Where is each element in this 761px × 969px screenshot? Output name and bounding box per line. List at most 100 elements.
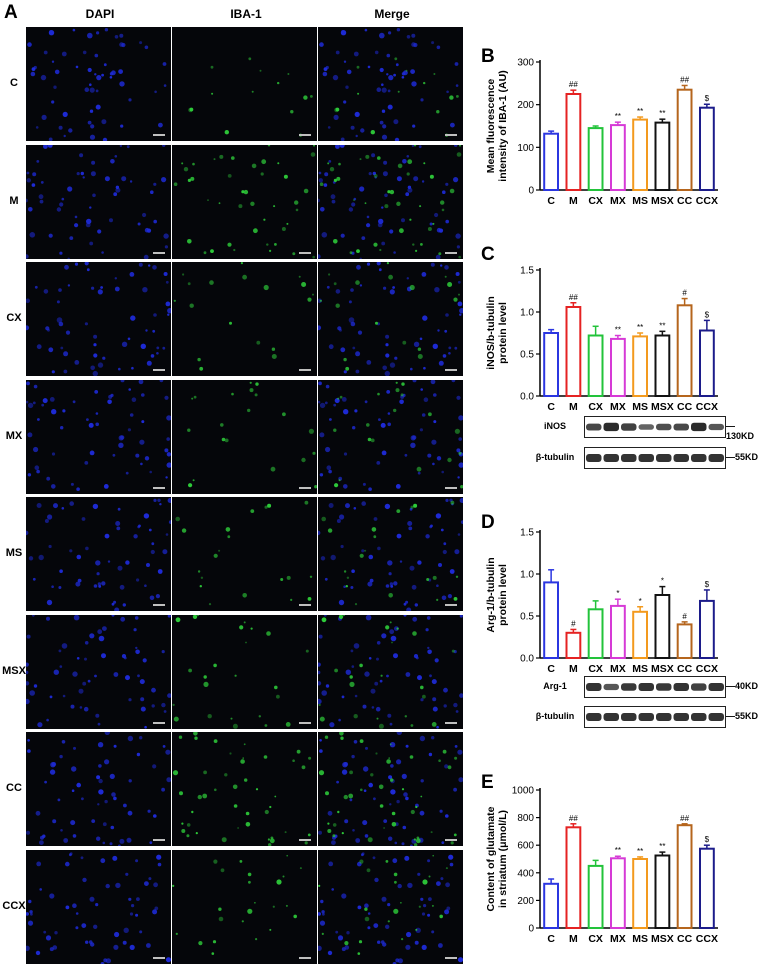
scale-bar bbox=[153, 956, 165, 959]
blot-band bbox=[656, 423, 672, 431]
scale-bar bbox=[299, 956, 311, 959]
x-tick-label: MX bbox=[610, 195, 626, 207]
blot-band bbox=[586, 423, 602, 431]
significance-mark: ** bbox=[637, 107, 643, 116]
micrograph-grid: C M CX MX MS MSX CC CCX bbox=[2, 27, 463, 964]
scale-bar bbox=[299, 839, 311, 841]
y-tick-label: 1.5 bbox=[520, 266, 534, 277]
significance-mark: ## bbox=[569, 293, 578, 302]
y-tick-label: 1.0 bbox=[520, 308, 534, 319]
blot-label: iNOS bbox=[543, 421, 566, 431]
bar-ms bbox=[632, 118, 648, 191]
significance-mark: ** bbox=[637, 847, 643, 856]
micrograph-iba1-ccx bbox=[172, 849, 317, 964]
blot-band bbox=[638, 713, 654, 721]
significance-mark: ** bbox=[659, 109, 665, 118]
blot-band bbox=[691, 713, 707, 721]
blot-band bbox=[691, 454, 707, 462]
y-tick-label: 800 bbox=[517, 813, 534, 824]
scale-bar bbox=[299, 486, 311, 489]
y-tick-label: 0 bbox=[528, 924, 534, 935]
scale-bar bbox=[153, 134, 165, 136]
blot-band bbox=[586, 683, 602, 691]
bar-cx bbox=[587, 608, 604, 660]
scale-bar bbox=[445, 839, 457, 841]
micrograph-iba1-c bbox=[172, 27, 317, 141]
micrograph-dapi-ccx bbox=[26, 849, 171, 964]
x-tick-label: MX bbox=[610, 401, 626, 410]
significance-mark: # bbox=[571, 619, 576, 628]
x-tick-label: CC bbox=[677, 933, 693, 945]
bar-cx bbox=[587, 864, 604, 929]
blot-band bbox=[673, 454, 689, 462]
y-tick-label: 0.0 bbox=[520, 392, 534, 403]
micrograph-iba1-msx bbox=[172, 614, 317, 729]
blot-band bbox=[638, 683, 654, 691]
panel-e-letter: E bbox=[481, 772, 494, 793]
row-label-ccx: CCX bbox=[2, 899, 26, 912]
bar-msx bbox=[654, 854, 671, 929]
blot-band bbox=[586, 454, 602, 462]
significance-mark: $ bbox=[705, 580, 710, 589]
x-tick-label: C bbox=[547, 401, 555, 410]
bar-m bbox=[565, 826, 582, 929]
blot-band bbox=[603, 713, 619, 721]
y-axis-label: intensity of IBA-1 (AU) bbox=[497, 70, 509, 181]
micrograph-dapi-mx bbox=[26, 379, 171, 494]
bar-msx bbox=[654, 334, 671, 397]
scale-bar bbox=[445, 721, 457, 724]
scale-bar bbox=[299, 721, 311, 724]
significance-mark: # bbox=[682, 612, 687, 621]
y-axis-label: iNOS/b-tubulin bbox=[485, 296, 497, 370]
x-tick-label: CCX bbox=[696, 401, 718, 410]
blot-band bbox=[638, 454, 654, 462]
y-tick-label: 0.0 bbox=[520, 654, 534, 665]
bar-m bbox=[565, 93, 582, 191]
micrograph-iba1-ms bbox=[172, 497, 317, 611]
x-tick-label: MS bbox=[632, 663, 648, 675]
x-tick-label: CC bbox=[677, 195, 693, 207]
significance-mark: ** bbox=[659, 842, 665, 851]
blot-band bbox=[621, 423, 637, 431]
blot-label: β-tubulin bbox=[535, 711, 575, 721]
bar-mx bbox=[610, 337, 626, 397]
chart-b-iba1-intensity: 0 100 200 300 Mean fluorescence intensity of … bbox=[485, 58, 718, 207]
y-axis-label: Mean fluorescence bbox=[485, 79, 497, 174]
micrograph-dapi-cx bbox=[26, 262, 171, 376]
y-axis-label: in striatum (μmol/L) bbox=[497, 810, 509, 908]
bar-c bbox=[543, 581, 559, 659]
column-header-iba1: IBA-1 bbox=[230, 7, 262, 21]
significance-mark: ** bbox=[615, 112, 621, 121]
x-tick-label: C bbox=[547, 195, 555, 207]
bar-ccx bbox=[699, 329, 715, 397]
bar-ms bbox=[632, 335, 648, 397]
bar-cx bbox=[587, 127, 604, 191]
blot-band bbox=[708, 454, 724, 462]
scale-bar bbox=[153, 839, 165, 841]
y-tick-label: 0.5 bbox=[520, 612, 534, 623]
x-tick-label: CCX bbox=[696, 663, 718, 675]
blot-size-label: —130KD bbox=[726, 421, 755, 441]
blot-band bbox=[673, 713, 689, 721]
significance-mark: * bbox=[616, 589, 619, 598]
blot-strip bbox=[584, 416, 726, 438]
panel-d-letter: D bbox=[481, 512, 495, 533]
row-label-mx: MX bbox=[5, 429, 23, 442]
row-label-cc: CC bbox=[6, 782, 22, 794]
x-tick-label: C bbox=[547, 933, 555, 945]
bar-m bbox=[565, 631, 582, 660]
micrograph-iba1-cx bbox=[172, 262, 317, 376]
x-tick-label: CC bbox=[677, 663, 693, 675]
bar-cx bbox=[587, 334, 604, 397]
bar-ccx bbox=[699, 106, 715, 191]
significance-mark: * bbox=[639, 597, 642, 606]
x-tick-label: C bbox=[547, 663, 555, 675]
x-tick-label: MX bbox=[610, 933, 626, 945]
panel-a-letter: A bbox=[4, 2, 18, 23]
blot-size-label: —40KD bbox=[726, 681, 759, 691]
micrograph-iba1-m bbox=[172, 144, 317, 259]
x-tick-label: MX bbox=[610, 663, 626, 675]
y-tick-label: 300 bbox=[517, 58, 534, 69]
y-tick-label: 200 bbox=[517, 896, 534, 907]
scale-bar bbox=[153, 721, 165, 724]
